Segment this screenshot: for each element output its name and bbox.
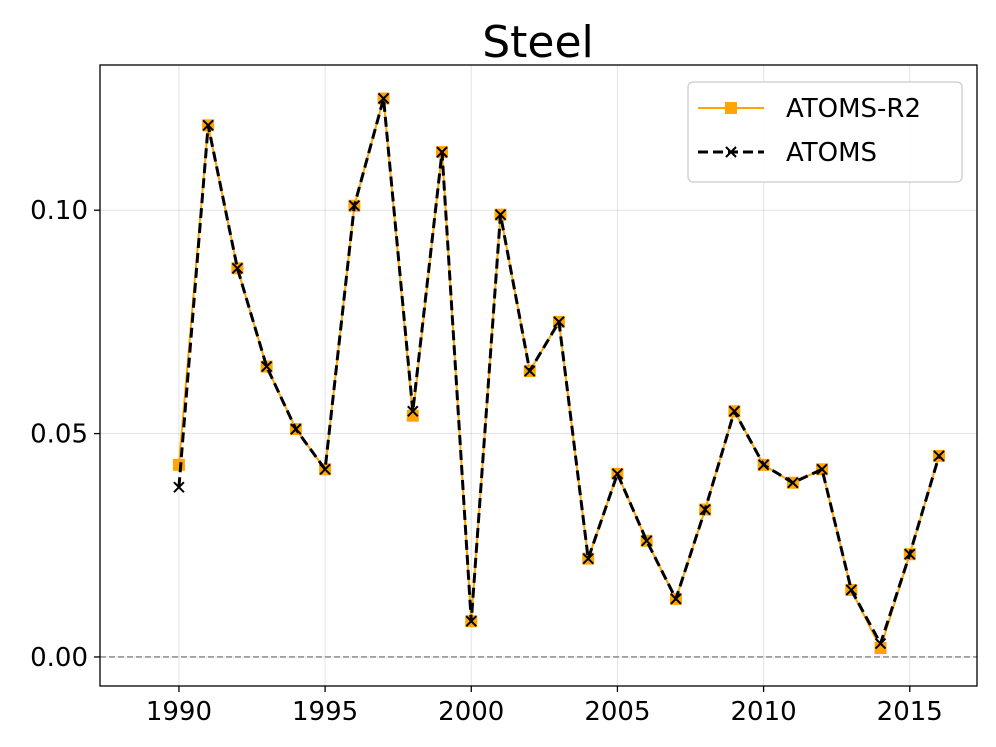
- data-point-atoms: [845, 584, 858, 596]
- data-point-atoms: [377, 92, 390, 105]
- marker-stroke: [202, 119, 214, 132]
- x-tick-label: 2005: [584, 697, 650, 727]
- data-point-atoms: [582, 552, 594, 565]
- marker-stroke: [728, 405, 741, 417]
- data-point-atoms: [436, 146, 448, 158]
- data-point-atoms: [231, 262, 244, 274]
- marker-stroke: [231, 262, 244, 274]
- data-point-atoms: [904, 548, 916, 560]
- data-point-atoms: [816, 463, 828, 476]
- marker-stroke: [494, 208, 507, 221]
- marker-stroke: [845, 584, 858, 596]
- data-point-atoms: [407, 405, 419, 417]
- marker-stroke: [582, 552, 594, 565]
- marker-stroke: [465, 615, 477, 627]
- marker-stroke: [290, 423, 302, 435]
- data-point-atoms: [553, 316, 565, 328]
- data-point-atoms: [670, 593, 682, 605]
- data-point-atoms: [640, 535, 653, 547]
- data-point-atoms: [465, 615, 477, 627]
- marker-stroke: [348, 200, 361, 212]
- data-point-atoms: [319, 463, 331, 476]
- marker-stroke: [640, 535, 653, 547]
- legend-label-atoms: ATOMS: [786, 138, 877, 168]
- legend-marker-atoms-r2: [725, 102, 737, 114]
- legend: ATOMS-R2 ATOMS: [687, 81, 963, 183]
- data-point-atoms: [874, 637, 887, 650]
- marker-stroke: [874, 637, 887, 650]
- marker-stroke: [816, 463, 828, 476]
- data-point-atoms: [757, 459, 770, 471]
- axes: 1990 1995 2000 2005 2010 2015 0.00 0.05 0.10: [30, 196, 943, 727]
- data-point-atoms: [611, 468, 624, 480]
- x-tick-label: 1995: [292, 697, 358, 727]
- marker-stroke: [524, 365, 536, 377]
- chart-title: Steel: [482, 17, 594, 68]
- x-tick-label: 2010: [731, 697, 797, 727]
- series-layer: [172, 92, 945, 655]
- y-tick-label: 0.05: [30, 420, 88, 450]
- data-point-atoms: [524, 365, 536, 377]
- data-point-atoms: [348, 200, 361, 212]
- marker-stroke: [611, 468, 624, 480]
- marker-stroke: [699, 503, 711, 516]
- marker-stroke: [933, 450, 945, 462]
- data-point-atoms: [202, 119, 214, 132]
- data-point-atoms: [787, 477, 799, 489]
- marker-stroke: [757, 459, 770, 471]
- marker-stroke: [787, 477, 799, 489]
- y-tick-label: 0.00: [30, 643, 88, 673]
- data-point-atoms: [290, 423, 302, 435]
- marker-stroke: [319, 463, 331, 476]
- legend-marker-atoms: [725, 146, 737, 158]
- x-tick-label: 1990: [146, 697, 212, 727]
- data-point-atoms: [699, 503, 711, 516]
- data-point-atoms: [173, 481, 185, 493]
- marker-stroke: [260, 360, 273, 373]
- data-point-atoms: [494, 208, 507, 221]
- data-point-atoms-r2: [406, 409, 419, 422]
- data-point-atoms: [728, 405, 741, 417]
- plot-area-frame: [99, 64, 978, 687]
- x-tick-label: 2015: [877, 697, 943, 727]
- marker-stroke: [377, 92, 390, 105]
- data-point-atoms-r2: [874, 642, 887, 655]
- marker-stroke: [904, 548, 916, 560]
- marker-stroke: [173, 481, 185, 493]
- x-tick-label: 2000: [438, 697, 504, 727]
- legend-label-atoms-r2: ATOMS-R2: [786, 94, 921, 124]
- marker-stroke: [553, 316, 565, 328]
- y-tick-label: 0.10: [30, 196, 88, 226]
- data-point-atoms: [260, 360, 273, 373]
- marker-stroke: [407, 405, 419, 417]
- data-point-atoms: [933, 450, 945, 462]
- marker-stroke: [670, 593, 682, 605]
- marker-stroke: [436, 146, 448, 158]
